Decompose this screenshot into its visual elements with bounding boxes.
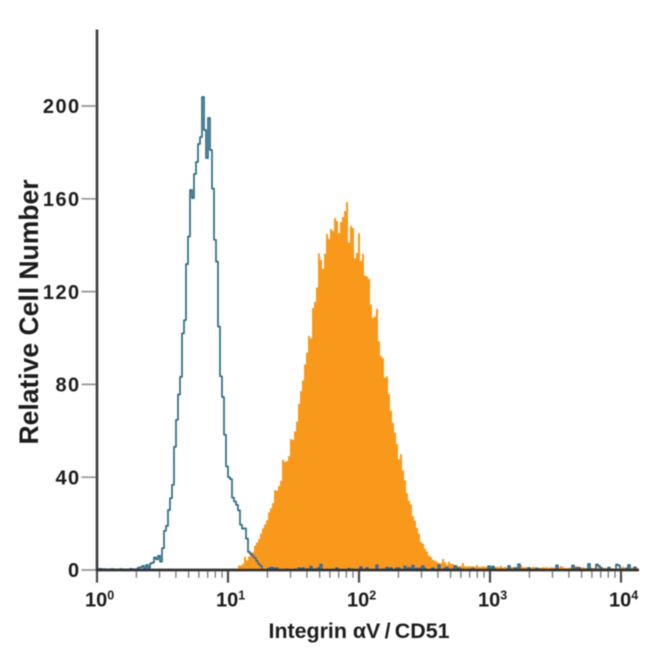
svg-text:102: 102 — [347, 589, 376, 612]
svg-text:103: 103 — [478, 589, 507, 612]
svg-text:80: 80 — [55, 375, 80, 397]
svg-text:100: 100 — [85, 589, 114, 612]
svg-text:200: 200 — [43, 96, 81, 118]
svg-text:Relative Cell Number: Relative Cell Number — [14, 179, 44, 444]
svg-text:101: 101 — [216, 589, 245, 612]
svg-text:160: 160 — [43, 189, 81, 211]
svg-text:40: 40 — [55, 467, 80, 489]
svg-text:Integrin αV / CD51: Integrin αV / CD51 — [269, 619, 450, 643]
svg-text:104: 104 — [609, 589, 638, 612]
svg-text:0: 0 — [68, 560, 81, 582]
svg-text:120: 120 — [43, 282, 81, 304]
